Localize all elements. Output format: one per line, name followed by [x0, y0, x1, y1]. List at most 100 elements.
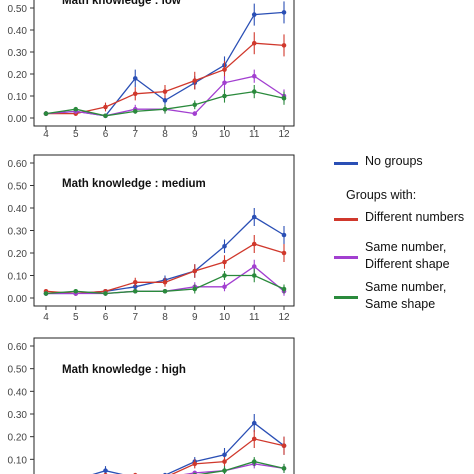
data-point — [251, 264, 257, 269]
x-tick-label: 4 — [43, 129, 49, 140]
x-tick-label: 9 — [192, 129, 198, 140]
data-point — [251, 241, 257, 247]
data-point — [192, 102, 198, 108]
data-point — [192, 78, 198, 83]
y-tick-label: 0.60 — [8, 159, 28, 170]
data-point — [162, 89, 168, 94]
series-4 — [43, 268, 287, 296]
y-tick-label: 0.60 — [8, 342, 28, 353]
data-point — [132, 279, 138, 285]
series-4 — [43, 85, 287, 119]
series-2 — [103, 429, 287, 474]
data-point — [222, 284, 227, 290]
data-point — [73, 288, 79, 294]
data-point — [251, 73, 257, 79]
series-line — [198, 460, 285, 474]
x-tick-label: 9 — [192, 312, 198, 323]
data-point — [222, 468, 227, 473]
data-point — [162, 279, 168, 285]
series-2 — [43, 235, 287, 296]
data-point — [162, 98, 168, 103]
data-point — [192, 268, 198, 274]
y-tick-label: 0.30 — [8, 48, 28, 59]
panel-title: Math knowledge : high — [62, 364, 186, 376]
x-tick-label: 10 — [219, 312, 231, 323]
x-tick-label: 8 — [162, 312, 168, 323]
x-tick-label: 12 — [278, 312, 290, 323]
data-point — [281, 10, 287, 15]
data-point — [251, 436, 257, 442]
data-point — [222, 80, 227, 86]
data-point — [281, 466, 287, 471]
x-tick-label: 12 — [278, 129, 290, 140]
series-3 — [183, 459, 287, 474]
series-line — [183, 463, 285, 474]
data-point — [281, 286, 287, 292]
data-point — [132, 288, 138, 294]
data-point — [192, 470, 198, 474]
data-point — [222, 67, 227, 72]
panel-3: 0.10 0.20 0.30 0.40 0.50 0.60 Math knowledge :… — [8, 337, 295, 474]
y-tick-label: 0.20 — [8, 70, 28, 81]
data-point — [222, 452, 227, 458]
data-point — [281, 250, 287, 256]
data-point — [222, 93, 227, 99]
data-point — [251, 40, 257, 46]
x-tick-label: 8 — [162, 129, 168, 140]
x-tick-label: 7 — [132, 129, 138, 140]
plot-frame — [33, 337, 295, 474]
y-tick-label: 0.00 — [8, 294, 28, 305]
data-point — [281, 443, 287, 449]
x-tick-label: 4 — [43, 312, 49, 323]
y-tick-label: 0.50 — [8, 4, 28, 15]
data-point — [132, 91, 138, 97]
data-point — [132, 76, 138, 81]
x-tick-label: 6 — [103, 312, 109, 323]
y-tick-label: 0.40 — [8, 204, 28, 215]
data-point — [192, 461, 198, 467]
data-point — [73, 106, 79, 112]
data-point — [103, 468, 108, 473]
x-tick-label: 5 — [73, 312, 79, 323]
panel-title: Math knowledge : medium — [62, 178, 206, 190]
y-tick-label: 0.00 — [8, 114, 28, 125]
data-point — [251, 89, 257, 94]
data-point — [251, 273, 257, 278]
data-point — [281, 232, 287, 238]
data-point — [43, 111, 49, 116]
data-point — [222, 243, 227, 249]
y-tick-label: 0.20 — [8, 433, 28, 444]
panel-2: 0.00 0.10 0.20 0.30 0.40 0.50 0.60 4 5 6 7 8 9 10 11 12… — [8, 154, 295, 323]
y-tick-label: 0.50 — [8, 365, 28, 376]
data-point — [281, 43, 287, 48]
panel-title: Math knowledge : low — [62, 0, 181, 7]
y-tick-label: 0.20 — [8, 249, 28, 260]
data-point — [192, 111, 198, 116]
y-tick-label: 0.10 — [8, 92, 28, 103]
data-point — [43, 291, 49, 296]
series-line — [92, 422, 285, 474]
data-point — [103, 104, 108, 110]
data-point — [162, 288, 168, 294]
x-tick-label: 11 — [249, 129, 260, 140]
series-1 — [43, 1, 287, 119]
data-point — [103, 113, 108, 119]
data-point — [222, 259, 227, 265]
y-tick-label: 0.30 — [8, 227, 28, 238]
plot-frame — [33, 0, 295, 127]
data-point — [251, 12, 257, 17]
x-tick-label: 6 — [103, 129, 109, 140]
y-tick-label: 0.10 — [8, 455, 28, 466]
data-point — [162, 106, 168, 112]
data-point — [251, 214, 257, 220]
data-point — [132, 109, 138, 114]
y-tick-label: 0.50 — [8, 182, 28, 193]
data-point — [103, 291, 108, 296]
data-point — [192, 286, 198, 292]
y-tick-label: 0.30 — [8, 410, 28, 421]
data-point — [222, 459, 227, 464]
y-tick-label: 0.40 — [8, 26, 28, 37]
data-point — [281, 95, 287, 101]
panel-1: 0.00 0.10 0.20 0.30 0.40 0.50 4 5 6 7 8 9 10 11 12 Math… — [8, 0, 295, 140]
